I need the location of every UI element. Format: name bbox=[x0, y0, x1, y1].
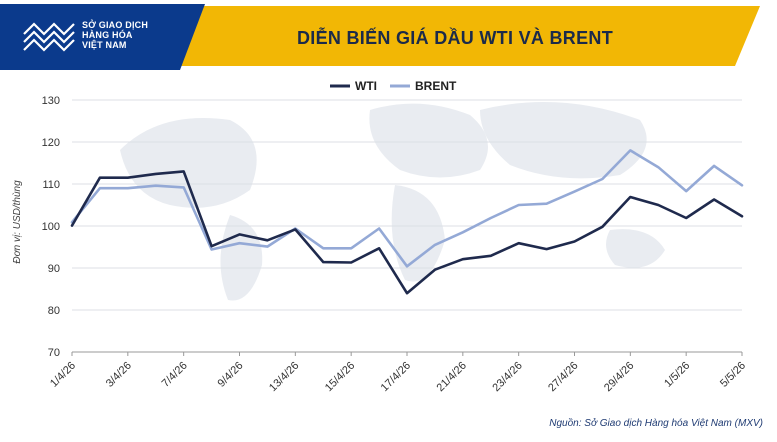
page-title: DIỄN BIẾN GIÁ DẦU WTI VÀ BRENT bbox=[296, 28, 613, 48]
x-tick-label: 13/4/26 bbox=[267, 360, 301, 394]
x-tick-label: 29/4/26 bbox=[602, 360, 636, 394]
x-tick-label: 9/4/26 bbox=[216, 360, 246, 390]
y-tick-label: 70 bbox=[48, 347, 60, 359]
y-tick-label: 90 bbox=[48, 263, 60, 275]
series-layer bbox=[70, 149, 744, 295]
x-tick-label: 7/4/26 bbox=[160, 360, 190, 390]
y-tick-label: 80 bbox=[48, 305, 60, 317]
logo-line-1: SỞ GIAO DỊCH bbox=[82, 20, 149, 30]
gridlines bbox=[72, 99, 742, 353]
y-tick-label: 110 bbox=[42, 179, 60, 191]
logo-text: SỞ GIAO DỊCH HÀNG HÓA VIỆT NAM bbox=[82, 20, 148, 50]
logo-panel bbox=[0, 4, 205, 70]
y-axis-label: Đơn vị: USD/thùng bbox=[12, 180, 23, 264]
series-line-brent bbox=[70, 149, 744, 268]
header-banner: SỞ GIAO DỊCH HÀNG HÓA VIỆT NAM DIỄN BIẾN… bbox=[0, 0, 777, 80]
x-axis: 1/4/26 3/4/26 7/4/26 9/4/26 13/4/26 15/4/26 17… bbox=[48, 352, 748, 394]
legend-label-brent: BRENT bbox=[415, 79, 457, 93]
x-tick-label: 3/4/26 bbox=[104, 360, 134, 390]
series-line-wti bbox=[70, 170, 744, 295]
y-tick-label: 130 bbox=[42, 95, 60, 107]
y-tick-label: 120 bbox=[42, 137, 60, 149]
legend: WTI BRENT bbox=[330, 79, 457, 93]
logo: SỞ GIAO DỊCH HÀNG HÓA VIỆT NAM bbox=[20, 16, 170, 56]
logo-line-2: HÀNG HÓA bbox=[82, 30, 133, 40]
source-note: Nguồn: Sở Giao dịch Hàng hóa Việt Nam (M… bbox=[549, 418, 763, 429]
x-tick-label: 1/4/26 bbox=[48, 360, 78, 390]
y-tick-label: 100 bbox=[42, 221, 60, 233]
y-axis: 70 80 90 100 110 120 130 bbox=[42, 95, 60, 359]
header-background bbox=[0, 4, 760, 70]
legend-label-wti: WTI bbox=[355, 79, 377, 93]
x-tick-label: 5/5/26 bbox=[718, 360, 748, 390]
x-tick-label: 15/4/26 bbox=[323, 360, 357, 394]
x-tick-label: 21/4/26 bbox=[435, 360, 469, 394]
x-tick-label: 1/5/26 bbox=[662, 360, 692, 390]
logo-line-3: VIỆT NAM bbox=[82, 40, 127, 50]
logo-mark-icon bbox=[23, 22, 75, 52]
x-tick-label: 23/4/26 bbox=[490, 360, 524, 394]
x-tick-label: 27/4/26 bbox=[546, 360, 580, 394]
x-tick-label: 17/4/26 bbox=[379, 360, 413, 394]
